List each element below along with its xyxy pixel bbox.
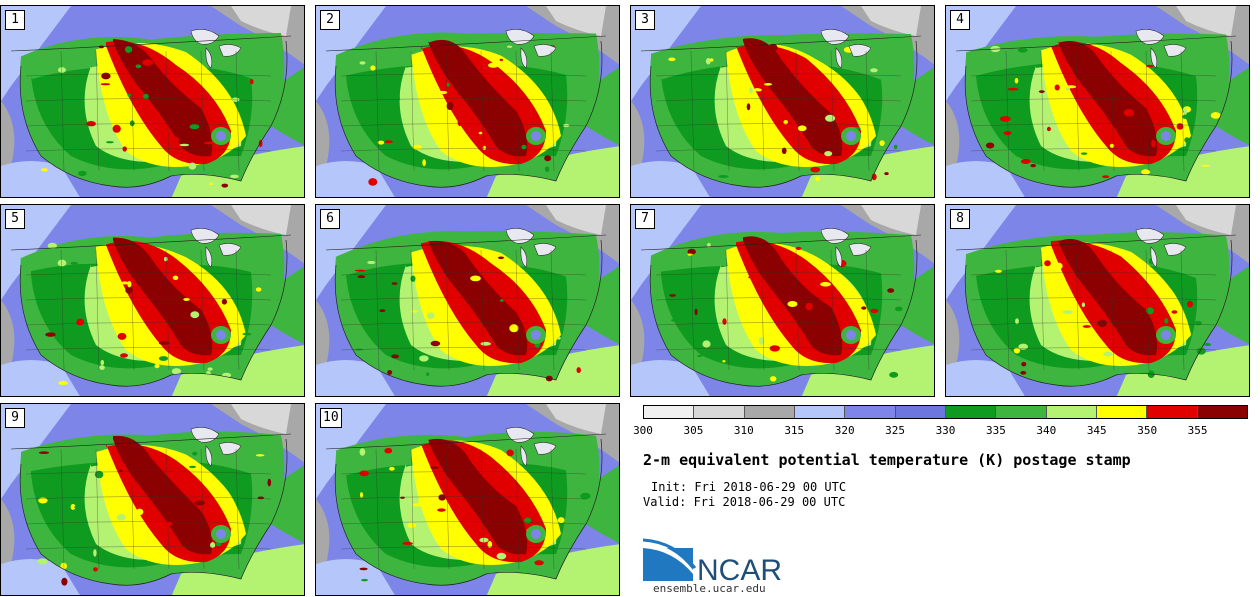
colorbar-swatch [1046,406,1097,418]
colorbar-swatch [794,406,846,418]
ncar-logo: NCAR [643,538,782,586]
colorbar [643,405,1248,419]
colorbar-swatch [1147,406,1198,418]
panel-number: 8 [950,209,970,229]
logo-url: ensemble.ucar.edu [653,582,766,595]
colorbar-tick-label: 320 [834,424,855,437]
panel-number: 10 [320,408,342,428]
panel-number: 2 [320,10,340,30]
colorbar-tick-label: 300 [633,424,653,437]
panel-number: 4 [950,10,970,30]
colorbar-swatch [1197,406,1247,418]
colorbar-swatch [895,406,946,418]
colorbar-tick-label: 350 [1137,424,1158,437]
map-panel: 7 [630,204,935,397]
map-panel: 1 [0,5,305,198]
map-panel: 4 [945,5,1250,198]
colorbar-swatch [644,406,695,418]
panel-number: 3 [635,10,655,30]
map-panel: 6 [315,204,620,397]
valid-time: Valid: Fri 2018-06-29 00 UTC [643,495,846,509]
colorbar-swatch [845,406,896,418]
init-time: Init: Fri 2018-06-29 00 UTC [651,480,847,494]
colorbar-tick-label: 325 [885,424,906,437]
colorbar-tick-label: 340 [1036,424,1057,437]
panel-number: 9 [5,408,25,428]
colorbar-swatch [694,406,745,418]
panel-number: 6 [320,209,340,229]
panel-number: 5 [5,209,25,229]
map-panel: 9 [0,403,305,596]
map-panel: 3 [630,5,935,198]
colorbar-tick-label: 315 [784,424,805,437]
colorbar-tick-label: 355 [1187,424,1208,437]
logo-text: NCAR [697,554,782,586]
panel-number: 1 [5,10,25,30]
map-panel: 5 [0,204,305,397]
map-panel: 8 [945,204,1250,397]
colorbar-swatch [1096,406,1148,418]
map-title: 2-m equivalent potential temperature (K)… [643,451,1131,469]
colorbar-tick-label: 330 [935,424,956,437]
map-panel: 2 [315,5,620,198]
colorbar-tick-label: 335 [985,424,1006,437]
colorbar-tick-label: 345 [1086,424,1107,437]
panel-number: 7 [635,209,655,229]
colorbar-swatch [996,406,1047,418]
colorbar-swatch [744,406,795,418]
colorbar-tick-label: 305 [683,424,704,437]
map-panel: 10 [315,403,620,596]
colorbar-swatch [945,406,997,418]
colorbar-tick-label: 310 [733,424,754,437]
